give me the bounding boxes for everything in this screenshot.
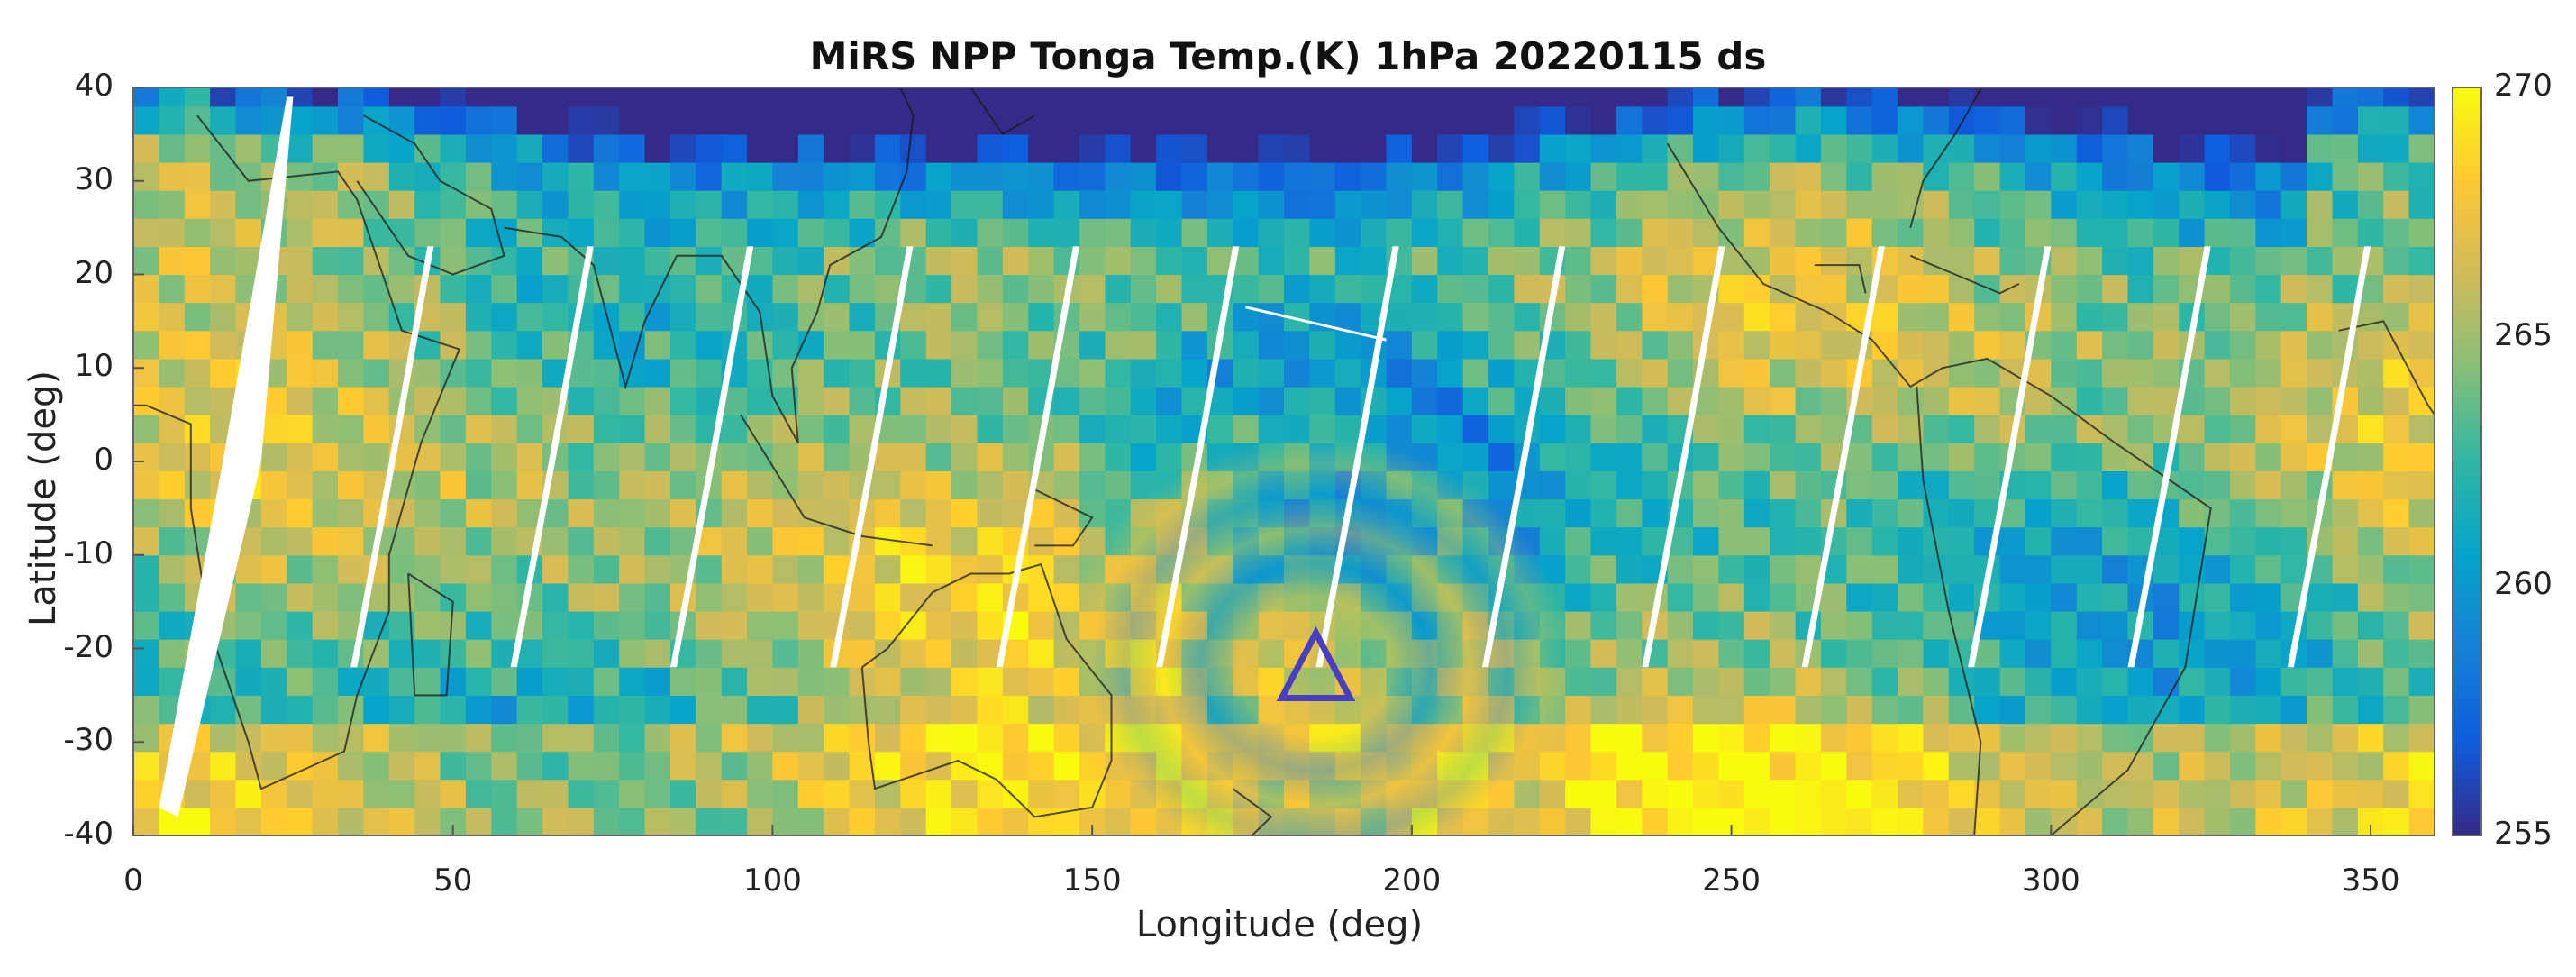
y-tick-label: 40 — [74, 68, 114, 104]
y-tick-label: 0 — [94, 442, 114, 478]
orbit-gap-5 — [996, 246, 1079, 668]
y-tick-label: 30 — [74, 160, 114, 197]
x-tick-label: 250 — [1702, 863, 1761, 899]
y-tick-label: -20 — [63, 628, 114, 665]
orbit-gap-6 — [1156, 246, 1240, 668]
x-tick-label: 300 — [2021, 863, 2080, 899]
coastline-11 — [1909, 87, 1983, 228]
x-tick-label: 350 — [2341, 863, 2400, 899]
orbit-gap-4 — [830, 246, 914, 668]
orbit-gap-12 — [2127, 246, 2211, 668]
temperature-heatmap — [133, 87, 2435, 835]
tonga-marker-triangle — [1276, 625, 1356, 701]
coastline-5 — [969, 87, 1035, 136]
coastline-2 — [504, 87, 915, 443]
x-tick-label: 0 — [123, 863, 143, 899]
colorbar-tick-label: 260 — [2494, 566, 2553, 603]
orbit-gap-7 — [1315, 246, 1399, 668]
x-tick-label: 50 — [433, 863, 473, 899]
orbit-gap-10 — [1801, 246, 1885, 668]
x-tick-label: 150 — [1062, 863, 1122, 899]
coastline-8 — [407, 572, 454, 697]
coastline-9 — [1666, 142, 2212, 835]
colorbar-tick-label: 270 — [2494, 68, 2553, 104]
orbit-gaps — [159, 96, 2371, 817]
x-axis-label: Longitude (deg) — [1135, 904, 1424, 945]
coastline-3 — [860, 562, 1113, 818]
coastlines — [133, 87, 2435, 835]
x-tick-label: 100 — [742, 863, 802, 899]
orbit-gap-9 — [1642, 246, 1725, 668]
orbit-gap-13 — [2287, 246, 2371, 668]
chart-title: MiRS NPP Tonga Temp.(K) 1hPa 20220115 ds — [809, 34, 1767, 78]
colorbar — [2452, 87, 2482, 836]
coastline-6 — [1033, 488, 1094, 547]
coastline-4 — [740, 414, 933, 547]
y-tick-label: -10 — [63, 534, 114, 571]
coastline-13 — [1909, 254, 2020, 295]
coastline-10 — [1916, 386, 1982, 835]
orbit-gap-3 — [669, 246, 754, 668]
orbit-gap-0 — [159, 96, 294, 817]
coastline-0 — [133, 114, 461, 790]
y-tick-label: -30 — [63, 722, 114, 759]
coastline-7 — [1232, 788, 1273, 835]
orbit-gap-11 — [1968, 246, 2052, 668]
colorbar-tick-label: 255 — [2494, 816, 2553, 852]
orbit-gap-1 — [350, 246, 434, 668]
coastline-14 — [2338, 320, 2435, 415]
y-tick-label: -40 — [63, 816, 114, 852]
orbit-gap-seam — [1245, 306, 1387, 342]
colorbar-tick-label: 265 — [2494, 316, 2553, 353]
y-tick-label: 20 — [74, 254, 114, 291]
coastline-12 — [1814, 264, 1867, 294]
coastline-1 — [356, 114, 505, 276]
x-tick-label: 200 — [1382, 863, 1442, 899]
orbit-gap-8 — [1481, 246, 1566, 668]
orbit-gap-2 — [510, 246, 594, 668]
y-tick-label: 10 — [74, 348, 114, 385]
